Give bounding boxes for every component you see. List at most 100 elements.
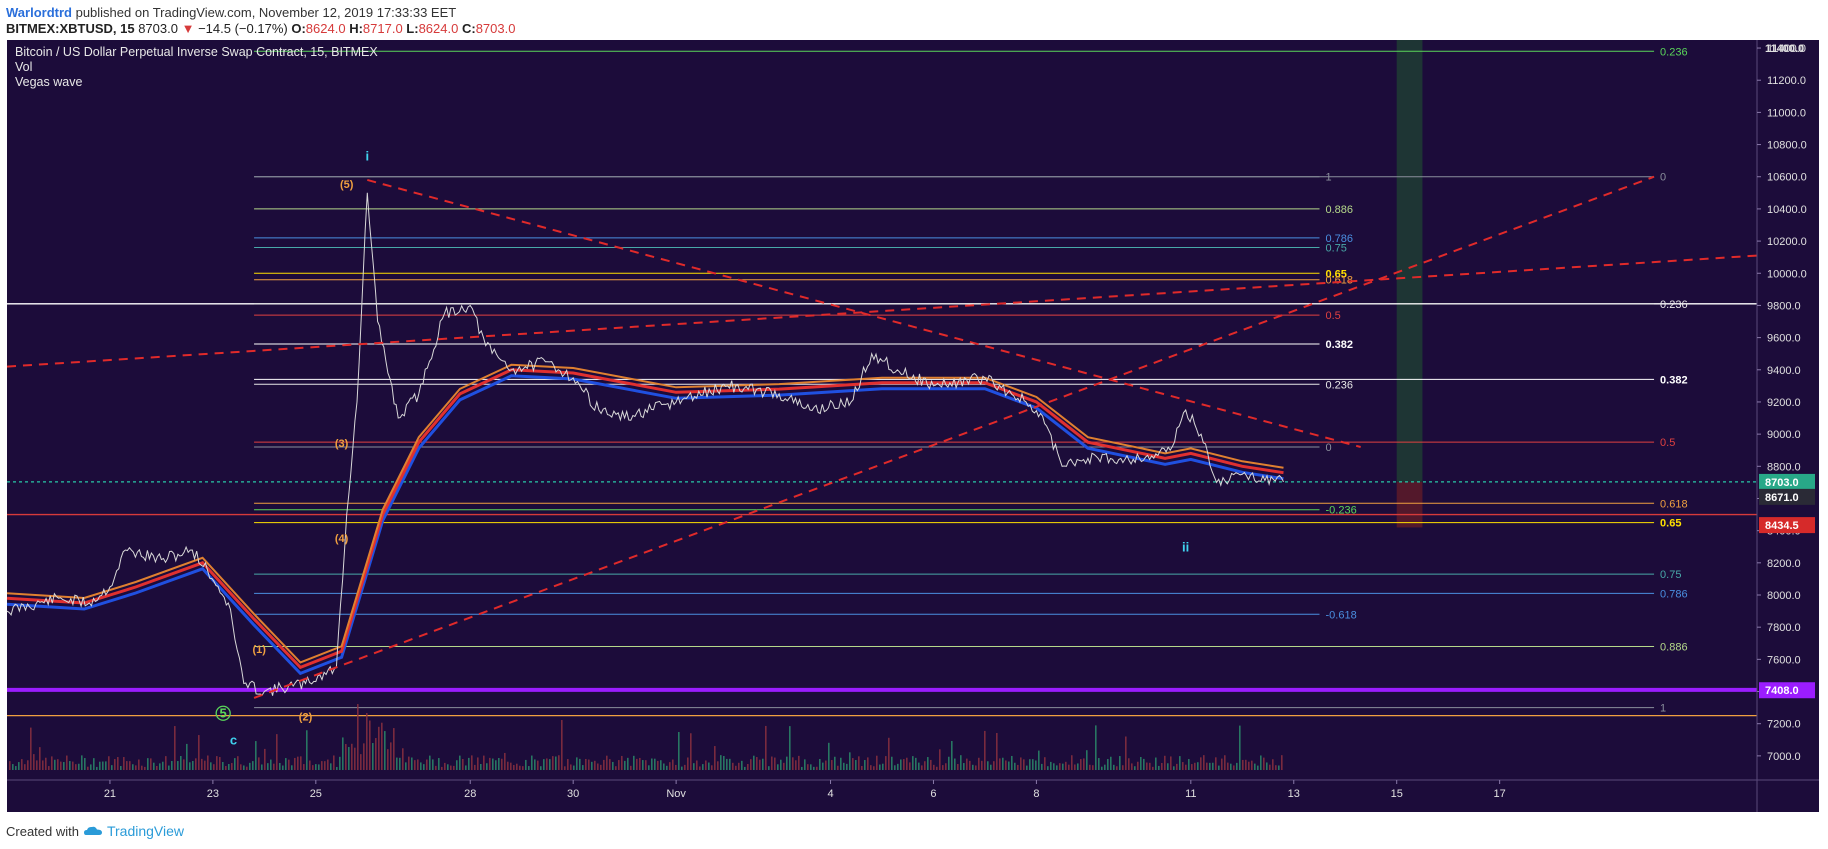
volume-bar [906, 757, 908, 770]
volume-bar [420, 762, 422, 770]
volume-bar [579, 758, 581, 770]
legend-vegas-wave[interactable]: Vegas wave [15, 75, 82, 89]
volume-bar [882, 763, 884, 770]
volume-bar [990, 764, 992, 770]
volume-bar [810, 764, 812, 770]
volume-bar [426, 759, 428, 770]
fib-level-label: 0 [1326, 442, 1332, 454]
fib-level-label: 0.786 [1326, 233, 1354, 245]
chart-canvas[interactable]: 10.8860.7860.750.650.6180.50.3820.2360-0… [0, 40, 1828, 820]
volume-bar [327, 759, 329, 770]
time-tick-label: 6 [930, 788, 936, 800]
volume-bar [765, 725, 767, 770]
volume-bar [234, 758, 236, 770]
volume-bar [624, 760, 626, 770]
volume-bar [216, 756, 218, 770]
volume-bar [918, 762, 920, 770]
volume-bar [84, 758, 86, 770]
volume-bar [1050, 761, 1052, 770]
low-value: 8624.0 [418, 21, 459, 36]
volume-bar [615, 766, 617, 770]
volume-bar [1098, 758, 1100, 770]
volume-bar [921, 765, 923, 770]
volume-bar [768, 766, 770, 770]
volume-bar [138, 759, 140, 770]
volume-bar [237, 756, 239, 770]
volume-bar [174, 726, 176, 770]
volume-bar [114, 759, 116, 770]
volume-bar [123, 757, 125, 770]
volume-bar [708, 762, 710, 770]
time-axis[interactable]: 21 23 25 28 30 Nov 4 6 8 11 13 15 17 [104, 780, 1506, 800]
volume-bar [1077, 763, 1079, 770]
volume-bar [696, 760, 698, 770]
volume-bar [102, 761, 104, 770]
price-tick-label: 10400.0 [1767, 204, 1807, 216]
volume-bar [396, 757, 398, 770]
volume-bar [900, 759, 902, 770]
volume-bar [741, 760, 743, 770]
volume-bar [834, 756, 836, 770]
volume-bar [1095, 725, 1097, 770]
fib-level-label: 0.65 [1660, 518, 1681, 530]
open-value: 8624.0 [305, 21, 346, 36]
volume-bar [213, 764, 215, 770]
price-axis[interactable]: 7000.07200.07400.07600.07800.08000.08200… [1757, 43, 1807, 763]
volume-bar [441, 766, 443, 770]
price-tick-label: 8800.0 [1767, 461, 1801, 473]
volume-bar [873, 766, 875, 770]
volume-bar [1107, 759, 1109, 770]
tradingview-brand[interactable]: TradingView [106, 823, 185, 839]
volume-bar [81, 755, 83, 770]
author-link[interactable]: Warlordtrd [6, 5, 72, 20]
volume-bar [795, 760, 797, 770]
volume-bar [909, 762, 911, 770]
fib-level-label: 0 [1660, 172, 1666, 184]
volume-bar [1146, 762, 1148, 770]
volume-bar [555, 756, 557, 770]
volume-bar [141, 765, 143, 770]
wave-label-circle [215, 705, 231, 721]
volume-bar [66, 755, 68, 770]
time-tick-label: 17 [1494, 788, 1506, 800]
volume-bar [1176, 763, 1178, 770]
wave-label: i [365, 149, 369, 164]
volume-bar [927, 757, 929, 770]
volume-bar [564, 766, 566, 770]
fib-level-label: 0.886 [1660, 641, 1688, 653]
volume-bar [474, 764, 476, 770]
volume-bar [825, 760, 827, 770]
volume-bar [1209, 762, 1211, 770]
volume-bar [402, 748, 404, 770]
volume-bar [198, 735, 200, 770]
low-label: L: [406, 21, 419, 36]
volume-bar [303, 764, 305, 770]
volume-bar [444, 762, 446, 770]
volume-bar [669, 762, 671, 770]
price-tick-label: 7200.0 [1767, 719, 1801, 731]
volume-bar [651, 758, 653, 770]
volume-bar [852, 758, 854, 770]
volume-bar [720, 755, 722, 770]
chart-background [7, 40, 1819, 812]
volume-bar [357, 704, 359, 770]
volume-bar [93, 758, 95, 770]
volume-bar [45, 757, 47, 770]
volume-bar [519, 765, 521, 770]
volume-bar [645, 760, 647, 770]
volume-bar [606, 755, 608, 770]
volume-bar [195, 758, 197, 770]
volume-bar [189, 762, 191, 770]
volume-bar [207, 755, 209, 770]
volume-bar [702, 764, 704, 770]
volume-bar [75, 764, 77, 770]
legend-vol[interactable]: Vol [15, 60, 32, 74]
volume-bar [291, 765, 293, 770]
volume-bar [126, 761, 128, 770]
ohlc-line: BITMEX:XBTUSD, 15 8703.0 ▼ −14.5 (−0.17%… [6, 21, 515, 36]
close-value: 8703.0 [475, 21, 516, 36]
volume-bar [630, 765, 632, 770]
fib-level-label: 0.75 [1660, 569, 1681, 581]
volume-bar [537, 760, 539, 770]
volume-bar [30, 727, 32, 770]
